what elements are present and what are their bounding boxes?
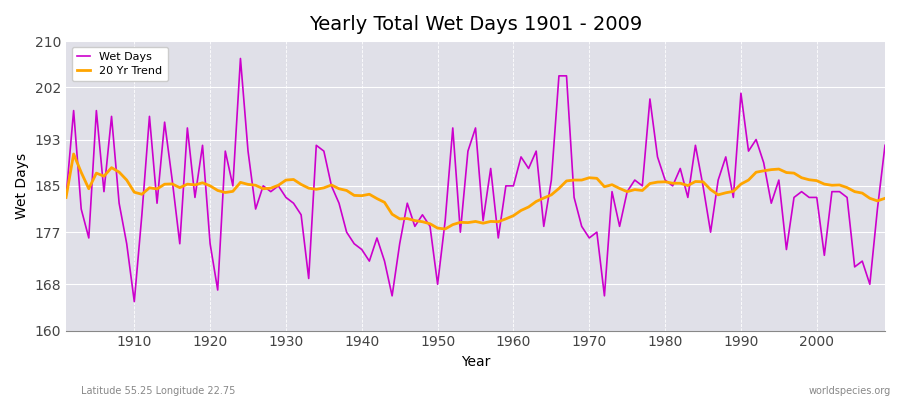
20 Yr Trend [60,195,71,200]
20 Yr Trend [296,182,307,187]
Y-axis label: Wet Days: Wet Days [15,153,29,219]
Wet Days [879,143,890,148]
20 Yr Trend [440,226,451,231]
Wet Days [122,241,132,246]
20 Yr Trend [516,208,526,213]
20 Yr Trend [614,186,625,191]
Wet Days [303,276,314,281]
Wet Days [523,166,534,171]
20 Yr Trend [68,152,79,156]
20 Yr Trend [879,196,890,201]
Wet Days [129,299,140,304]
Legend: Wet Days, 20 Yr Trend: Wet Days, 20 Yr Trend [72,47,168,81]
20 Yr Trend [129,190,140,195]
Line: 20 Yr Trend: 20 Yr Trend [66,154,885,229]
20 Yr Trend [341,188,352,193]
Wet Days [60,195,71,200]
Wet Days [614,224,625,229]
Title: Yearly Total Wet Days 1901 - 2009: Yearly Total Wet Days 1901 - 2009 [309,15,642,34]
Wet Days [516,154,526,159]
Wet Days [349,241,360,246]
X-axis label: Year: Year [461,355,491,369]
Line: Wet Days: Wet Days [66,58,885,302]
Text: Latitude 55.25 Longitude 22.75: Latitude 55.25 Longitude 22.75 [81,386,236,396]
Text: worldspecies.org: worldspecies.org [809,386,891,396]
20 Yr Trend [523,204,534,209]
Wet Days [235,56,246,61]
